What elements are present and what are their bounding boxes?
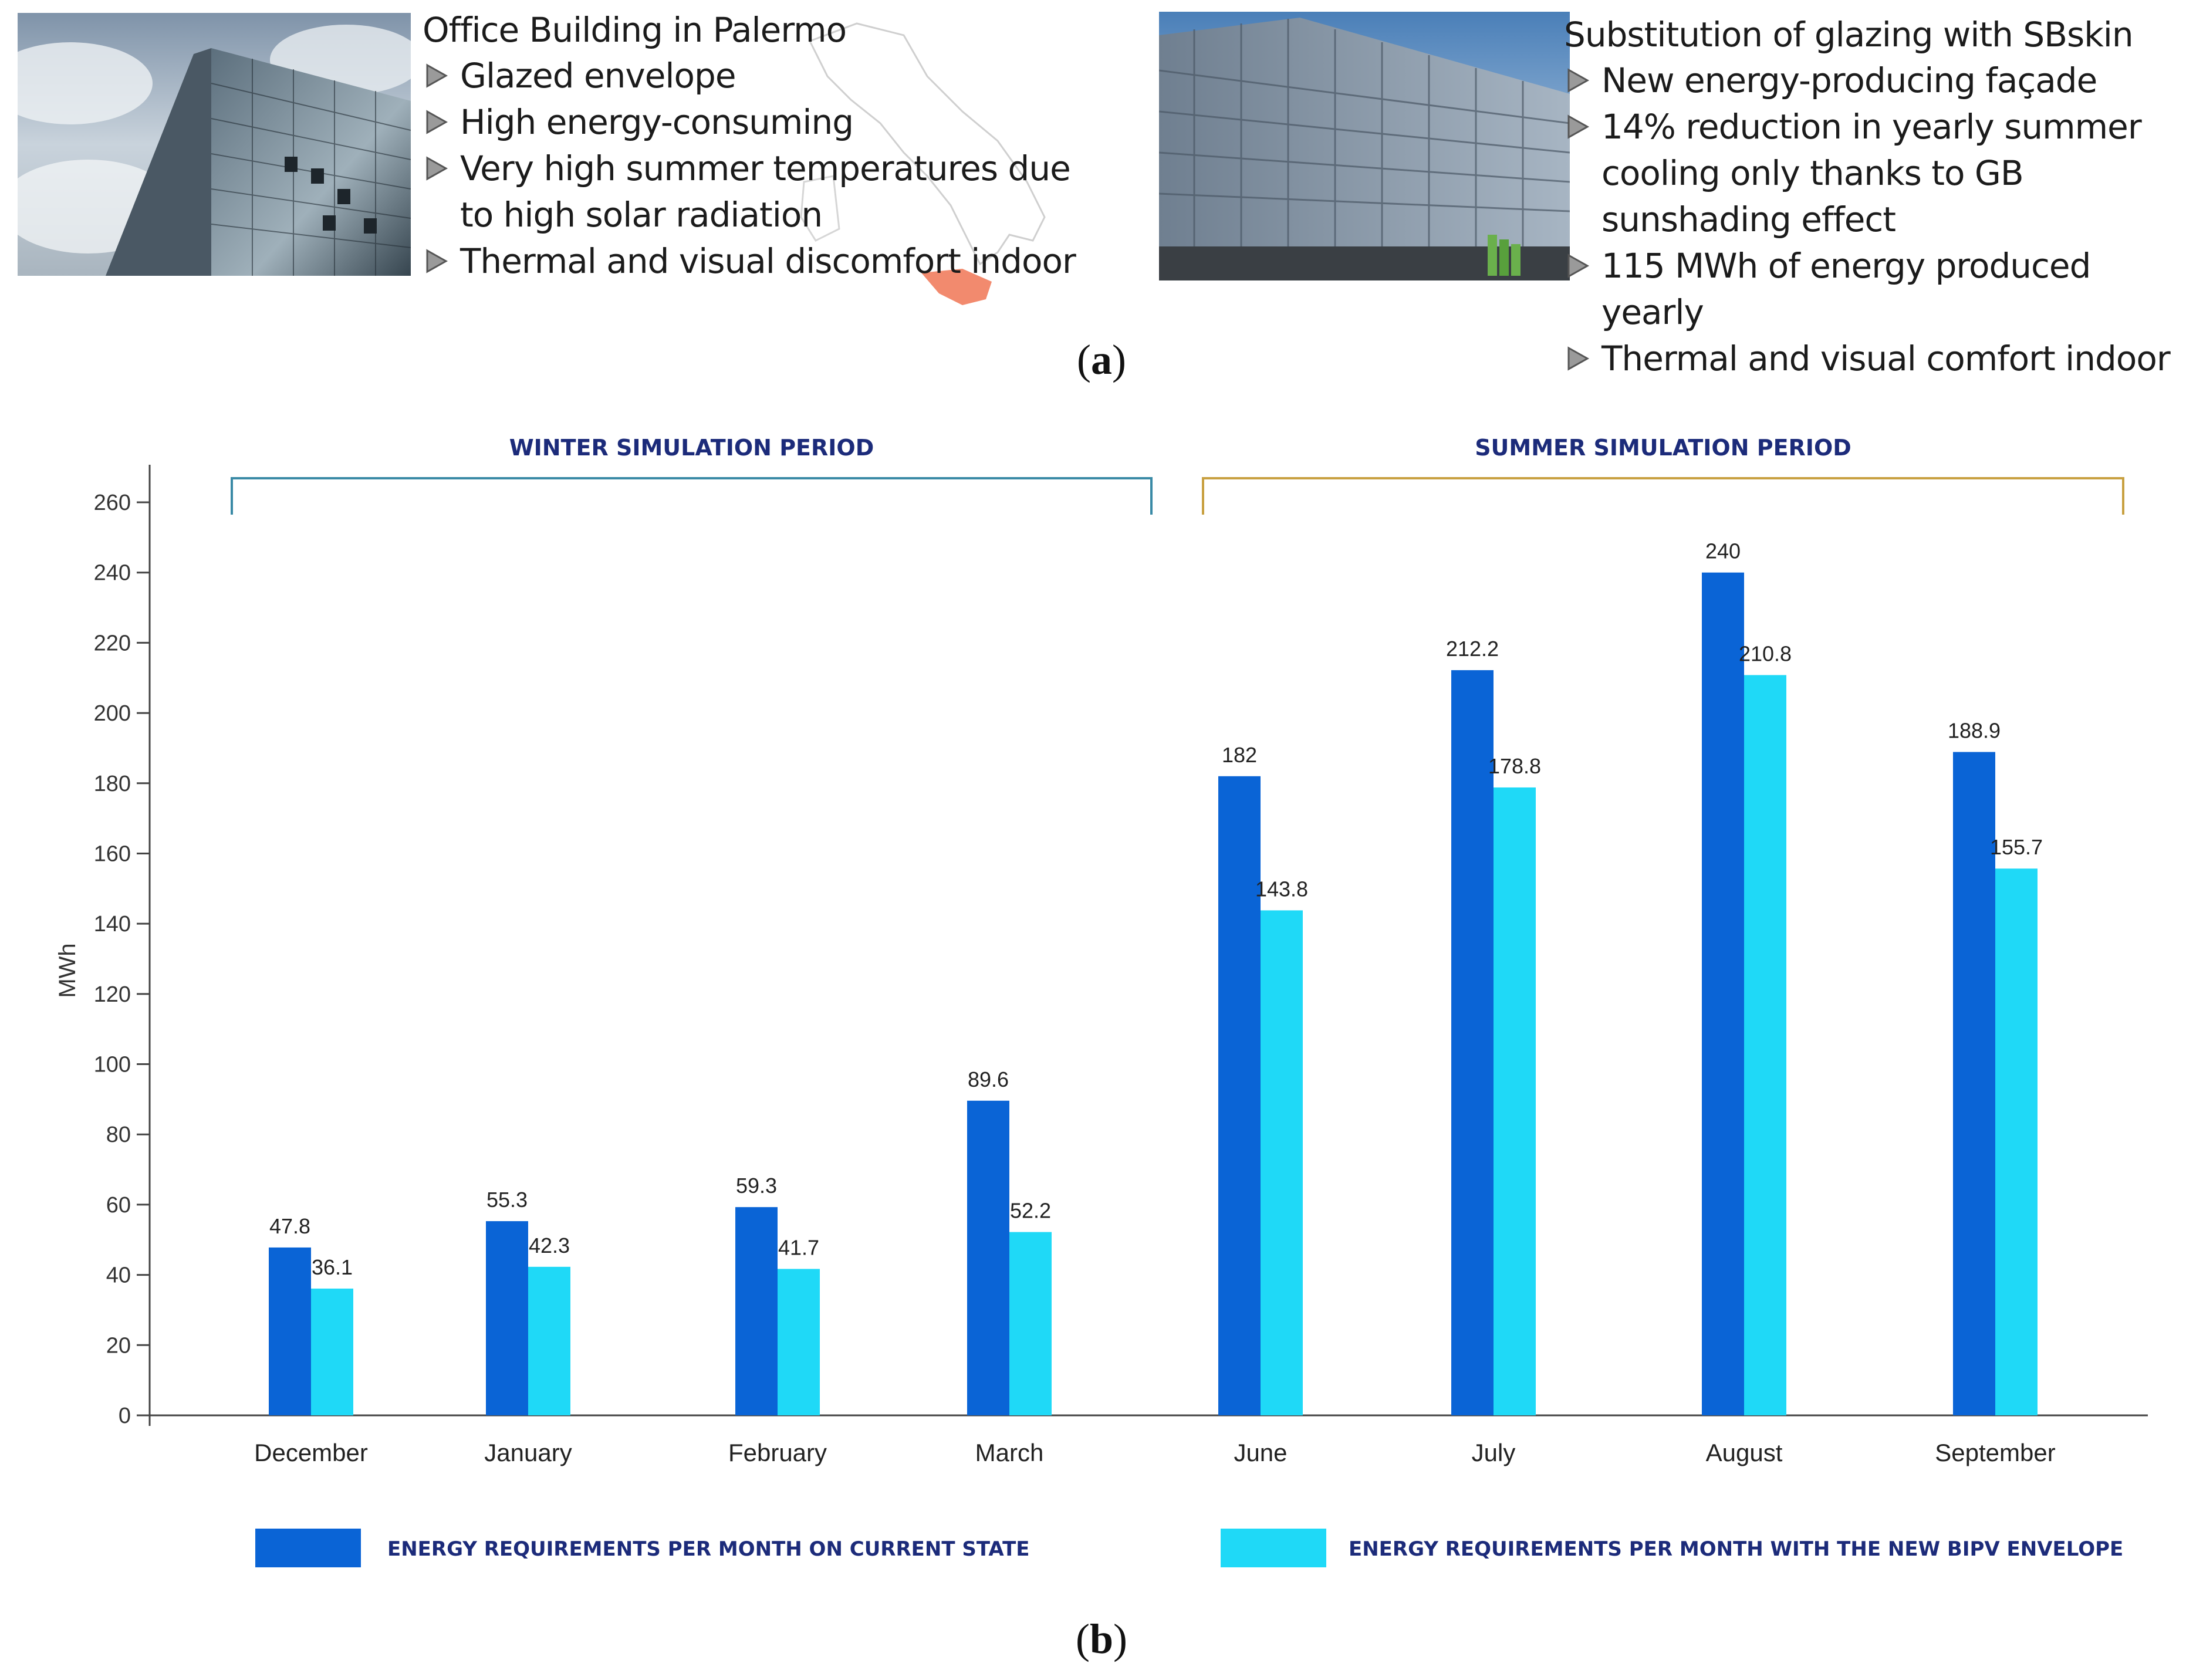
value-label-current: 47.8 (269, 1214, 310, 1238)
value-label-bipv: 210.8 (1739, 641, 1792, 665)
value-label-current: 55.3 (486, 1188, 528, 1212)
bar-bipv-envelope (778, 1269, 820, 1415)
category-label: June (1234, 1439, 1287, 1466)
legend-bipv-envelope-swatch (1221, 1529, 1326, 1567)
bullet-item: Very high summer temperatures due to hig… (423, 146, 1080, 238)
y-tick-label: 220 (94, 631, 131, 655)
caption-b: (b) (1075, 1615, 1127, 1662)
value-label-current: 59.3 (736, 1174, 777, 1198)
bar-bipv-envelope (1009, 1232, 1052, 1415)
bar-bipv-envelope (1744, 675, 1786, 1415)
y-axis-title: MWh (55, 943, 80, 998)
summer-period-bracket (1202, 477, 2124, 515)
legend-bipv-envelope-label: ENERGY REQUIREMENTS PER MONTH WITH THE N… (1349, 1537, 2123, 1561)
bullet-item: New energy-producing façade (1564, 58, 2201, 104)
energy-requirements-chart: 0 20 40 60 80 100 120 140 160 180 200 220 240 260 MWh 4… (55, 435, 2148, 1567)
sicily-highlight (921, 269, 992, 305)
play-triangle-icon (426, 249, 448, 273)
value-label-current: 240 (1705, 539, 1741, 563)
bullet-item: Thermal and visual comfort indoor (1564, 336, 2201, 382)
play-triangle-icon (426, 63, 448, 88)
panel-a: Office Building in Palermo Glazed envelo… (0, 0, 2203, 383)
value-label-current: 182 (1222, 743, 1257, 767)
value-label-bipv: 42.3 (529, 1233, 570, 1258)
play-triangle-icon (426, 110, 448, 134)
bar-bipv-envelope (1494, 787, 1536, 1415)
current-state-title: Office Building in Palermo (423, 10, 847, 50)
bar-current-state (967, 1100, 1009, 1415)
bullet-item: 14% reduction in yearly summer cooling o… (1564, 104, 2201, 243)
legend-current-state-label: ENERGY REQUIREMENTS PER MONTH ON CURRENT… (387, 1537, 1030, 1561)
value-label-bipv: 36.1 (312, 1255, 353, 1279)
y-tick-label: 260 (94, 491, 131, 515)
category-label: January (484, 1439, 572, 1466)
y-tick-label: 240 (94, 561, 131, 586)
bar-bipv-envelope (1261, 910, 1303, 1415)
bar-current-state (735, 1207, 778, 1415)
value-label-bipv: 178.8 (1488, 754, 1541, 778)
value-label-current: 89.6 (968, 1067, 1009, 1091)
bar-current-state (1218, 776, 1261, 1415)
bar-current-state (1953, 752, 1995, 1415)
caption-a: (a) (1077, 336, 1126, 383)
bar-bipv-envelope (528, 1266, 570, 1415)
category-label: July (1472, 1439, 1516, 1466)
bipv-description: Substitution of glazing with SBskin New … (1564, 12, 2201, 382)
summer-period-label: SUMMER SIMULATION PERIOD (1475, 435, 1851, 461)
category-label: March (975, 1439, 1044, 1466)
bullet-item: 115 MWh of energy produced yearly (1564, 243, 2201, 336)
play-triangle-icon (426, 156, 448, 181)
category-label: September (1935, 1439, 2055, 1466)
play-triangle-icon (1567, 114, 1590, 139)
legend-current-state-swatch (255, 1529, 361, 1567)
y-tick-label: 180 (94, 772, 131, 796)
bipv-building-photo (1159, 12, 1570, 280)
bullet-item: High energy-consuming (423, 99, 1080, 146)
bar-current-state (486, 1221, 528, 1415)
value-label-current: 188.9 (1948, 719, 2001, 743)
y-tick-label: 140 (94, 912, 131, 937)
value-label-bipv: 52.2 (1010, 1199, 1051, 1223)
winter-period-label: WINTER SIMULATION PERIOD (509, 435, 874, 461)
play-triangle-icon (1567, 253, 1590, 278)
y-tick-label: 80 (106, 1123, 131, 1147)
y-tick-label: 160 (94, 841, 131, 866)
category-label: December (254, 1439, 368, 1466)
category-label: August (1706, 1439, 1783, 1466)
current-state-description: Office Building in Palermo Glazed envelo… (423, 7, 1080, 285)
bipv-title: Substitution of glazing with SBskin (1564, 15, 2134, 55)
y-tick-label: 120 (94, 982, 131, 1007)
play-triangle-icon (1567, 346, 1590, 371)
category-label: February (728, 1439, 827, 1466)
value-label-bipv: 155.7 (1990, 835, 2043, 859)
bar-bipv-envelope (311, 1288, 353, 1415)
bullet-item: Thermal and visual discomfort indoor (423, 238, 1080, 285)
value-label-bipv: 143.8 (1255, 877, 1308, 901)
current-state-bullets: Glazed envelope High energy-consuming Ve… (423, 53, 1080, 285)
y-tick-label: 40 (106, 1263, 131, 1288)
bipv-bullets: New energy-producing façade 14% reductio… (1564, 58, 2201, 382)
bar-bipv-envelope (1995, 868, 2038, 1415)
y-tick-label: 20 (106, 1333, 131, 1358)
winter-period-bracket (231, 477, 1153, 515)
bullet-item: Glazed envelope (423, 53, 1080, 99)
office-building-photo (18, 13, 411, 276)
bar-current-state (1451, 670, 1494, 1415)
y-tick-label: 100 (94, 1053, 131, 1077)
y-tick-label: 0 (119, 1404, 131, 1428)
bar-current-state (1702, 572, 1744, 1415)
italy-map (800, 22, 1046, 305)
play-triangle-icon (1567, 68, 1590, 93)
bar-current-state (269, 1247, 311, 1415)
y-tick-label: 60 (106, 1193, 131, 1218)
value-label-current: 212.2 (1446, 637, 1499, 661)
value-label-bipv: 41.7 (778, 1235, 819, 1259)
y-tick-label: 200 (94, 701, 131, 726)
